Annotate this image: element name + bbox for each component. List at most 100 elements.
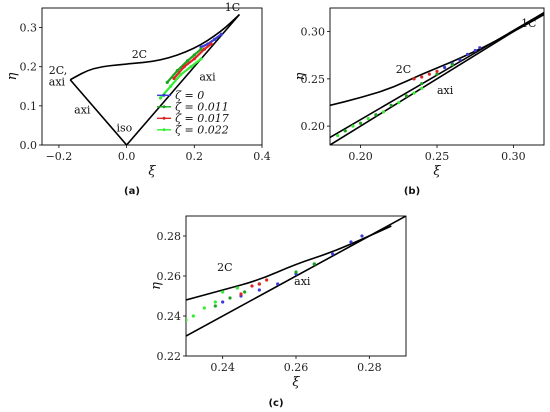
panel-2-data-point [243,290,247,294]
panel-1-ytick-label: 0.30 [301,26,326,39]
panel-1-data-point [420,86,424,90]
panel-1-data-point [404,94,409,98]
panel-2-plot-area [186,216,406,337]
panel-2-ytick-label: 0.28 [157,230,182,243]
panel-1-data-point [478,46,482,50]
panel-2-data-point [349,240,353,244]
panel-2-label: (c) [268,398,283,409]
panel-2-data-point [360,234,364,238]
panel-2-ytick-label: 0.22 [157,350,182,363]
panel-0-data-point [213,37,217,41]
panel-0-label: (a) [124,186,140,197]
panel-0-boundary-two_c [69,13,240,81]
panel-1-ytick-label: 0.20 [301,120,326,133]
panel-1-data-point [435,69,439,73]
panel-1-data-point [374,113,378,117]
panel-0-ytick-label: 0.2 [20,61,38,74]
panel-2-xtick-label: 0.24 [210,361,235,374]
panel-1-ytick-label: 0.25 [301,73,326,86]
panel-0-frame [41,7,263,146]
panel-0-series-line [200,33,223,49]
panel-1-data-point [389,103,393,107]
panel-0-xtick-label: 0.4 [253,150,271,163]
panel-0-data-point [192,57,196,61]
panel-2-data-point [331,252,335,256]
panel-0-xtick-label: −0.2 [46,150,73,163]
panel-2-data-point [213,300,217,304]
panel-0-data-point [169,84,173,88]
panel-2-data-point [250,284,254,288]
panel-0-xtick-label: 0.0 [118,150,136,163]
panel-1-plot-area [330,11,544,145]
legend-marker [162,93,166,97]
legend-label: ζ = 0.011 [175,100,229,113]
legend-marker [162,128,166,132]
panel-0-data-point [158,96,163,100]
legend-marker [162,116,166,120]
panel-1-data-point [458,58,462,62]
panel-2-ytick-label: 0.26 [157,270,182,283]
panel-1-annotation-1c: 1C [521,17,536,30]
panel-1-data-point [420,81,424,86]
panel-0-ylabel: η [5,72,20,80]
panel-0-data-point [192,53,196,57]
panel-1-annotation-2c: 2C [396,63,411,76]
panel-2-boundary-two_c [186,225,392,301]
panel-2-data-point [221,300,225,304]
panel-1-data-point [420,75,424,79]
panel-0-annotation-axi-right: axi [199,70,216,83]
panel-0-annotation-1c: 1C [225,1,240,14]
legend-marker [162,105,166,109]
legend-label: ζ = 0.022 [175,123,229,136]
panel-2-data-point [228,296,232,300]
panel-0-data-point [185,59,190,63]
panel-0-data-point [179,72,183,77]
panel-0-data-point [199,57,203,61]
panel-0-xlabel: ξ [148,164,156,179]
panel-0-annotation-axi-corner: axi [49,76,66,89]
panel-2-data-point [186,318,188,322]
panel-0-ytick-label: 0.3 [20,22,38,35]
panel-1-data-point [450,63,454,67]
panel-1-data-point [435,72,439,76]
panel-2-data-point [276,282,280,286]
panel-0-xtick-label: 0.2 [186,150,204,163]
panel-0-data-point [219,32,223,36]
panel-1-data-point [336,133,340,138]
panel-0-annotation-2c-corner: 2C, [49,64,68,77]
panel-1-xtick-label: 0.30 [501,150,526,163]
panel-2-annotation-axi: axi [294,275,311,288]
panel-2-data-point [257,282,261,286]
panel-2-xlabel: ξ [292,375,300,390]
panel-1-ylabel: η [293,72,308,80]
panel-0-data-point [182,65,186,69]
panel-1-data-point [465,52,470,56]
panel-0-annotation-axi-left: axi [74,104,91,117]
panel-2-annotation-2c: 2C [217,261,232,274]
panel-2-data-point [235,286,239,290]
panel-1-data-point [412,91,416,95]
panel-0-boundary-axi_right [126,14,241,145]
panel-2-data-point [265,278,269,282]
panel-1-data-point [443,65,447,70]
legend-label: ζ = 0.017 [175,112,229,125]
panel-2-data-point [213,304,217,308]
panel-1-data-point [366,116,370,121]
panel-1-data-point [397,100,401,105]
panel-0-ytick-label: 0.0 [20,139,38,152]
panel-1-data-point [351,124,355,128]
panel-0-data-point [172,76,176,81]
panel-2-ylabel: η [149,282,164,290]
panel-1-label: (b) [404,186,420,197]
panel-1-xlabel: ξ [433,164,441,179]
panel-0-plot-area [69,13,241,145]
panel-0-annotation-iso: iso [116,121,132,134]
panel-2-data-point [312,262,316,266]
panel-1-data-point [381,110,386,114]
legend-label: ζ = 0 [175,89,204,102]
panel-0-data-point [209,42,213,46]
panel-0-annotation-2c: 2C [132,48,147,61]
panel-2-data-point [202,306,206,310]
panel-0-boundary-axi_left [69,79,128,145]
